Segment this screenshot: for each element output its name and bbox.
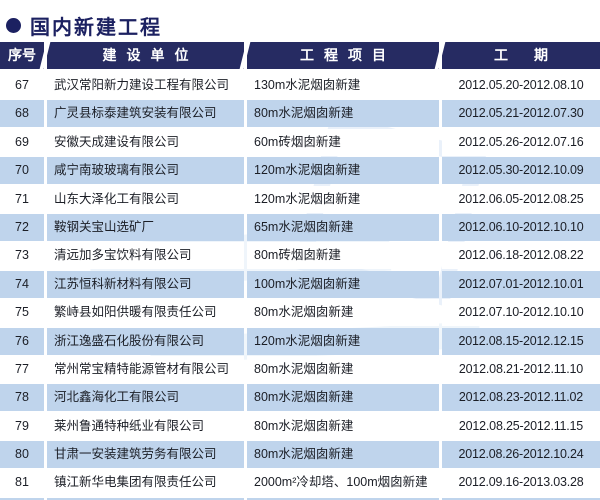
company-cell xyxy=(47,497,244,500)
company-cell: 莱州鲁通特种纸业有限公司 xyxy=(47,412,244,440)
period-cell: 2012.08.25-2012.11.15 xyxy=(442,412,600,440)
table-body: 67 武汉常阳新力建设工程有限公司 130m水泥烟囱新建 2012.05.20-… xyxy=(0,72,600,500)
period-cell: 2012.05.20-2012.08.10 xyxy=(442,72,600,100)
header-no: 序号 xyxy=(0,42,44,69)
period-cell: 2012.07.01-2012.10.01 xyxy=(442,270,600,298)
projects-table: 序号 建设单位 工程项目 工期 67 武汉常阳新力建设工程有限公司 130m水泥… xyxy=(0,42,600,500)
row-number-cell: 76 xyxy=(0,327,44,355)
company-cell: 广灵县标泰建筑安装有限公司 xyxy=(47,100,244,128)
period-cell: 2012.05.21-2012.07.30 xyxy=(442,100,600,128)
row-number-cell: 74 xyxy=(0,270,44,298)
row-number-cell: 68 xyxy=(0,100,44,128)
row-number-cell: 79 xyxy=(0,412,44,440)
company-cell: 山东大泽化工有限公司 xyxy=(47,185,244,213)
company-cell: 鞍钢关宝山选矿厂 xyxy=(47,213,244,242)
period-cell: 2012.05.26-2012.07.16 xyxy=(442,128,600,156)
company-cell: 咸宁南玻玻璃有限公司 xyxy=(47,157,244,185)
row-number-cell: 69 xyxy=(0,128,44,156)
period-cell: 2012.08.23-2012.11.02 xyxy=(442,384,600,412)
row-number-cell: 67 xyxy=(0,72,44,100)
project-cell: 120m水泥烟囱新建 xyxy=(247,185,439,213)
row-number-cell: 80 xyxy=(0,441,44,469)
period-cell: 2012.08.26-2012.10.24 xyxy=(442,441,600,469)
page-title: 国内新建工程 xyxy=(30,17,162,39)
row-number-cell: 75 xyxy=(0,299,44,327)
company-cell: 武汉常阳新力建设工程有限公司 xyxy=(47,72,244,100)
table-row: 69 安徽天成建设有限公司 60m砖烟囱新建 2012.05.26-2012.0… xyxy=(0,128,600,156)
row-number-cell xyxy=(0,497,44,500)
company-cell: 江苏恒科新材料有限公司 xyxy=(47,270,244,298)
row-number-cell: 77 xyxy=(0,355,44,383)
table-row: 80 甘肃一安装建筑劳务有限公司 80m水泥烟囱新建 2012.08.26-20… xyxy=(0,441,600,469)
period-cell: 2012.08.15-2012.12.15 xyxy=(442,327,600,355)
table-row: 72 鞍钢关宝山选矿厂 65m水泥烟囱新建 2012.06.10-2012.10… xyxy=(0,213,600,242)
period-cell: 2012.06.18-2012.08.22 xyxy=(442,242,600,270)
period-cell: 2012.06.05-2012.08.25 xyxy=(442,185,600,213)
project-cell: 65m水泥烟囱新建 xyxy=(247,213,439,242)
company-cell: 繁峙县如阳供暖有限责任公司 xyxy=(47,299,244,327)
company-cell: 镇江新华电集团有限责任公司 xyxy=(47,469,244,497)
project-cell: 120m水泥烟囱新建 xyxy=(247,327,439,355)
header-project: 工程项目 xyxy=(247,42,439,69)
company-cell: 河北鑫海化工有限公司 xyxy=(47,384,244,412)
company-cell: 安徽天成建设有限公司 xyxy=(47,128,244,156)
table-row: 71 山东大泽化工有限公司 120m水泥烟囱新建 2012.06.05-2012… xyxy=(0,185,600,213)
company-cell: 浙江逸盛石化股份有限公司 xyxy=(47,327,244,355)
period-cell: 2012.07.10-2012.10.10 xyxy=(442,299,600,327)
table-row: 73 清远加多宝饮料有限公司 80m砖烟囱新建 2012.06.18-2012.… xyxy=(0,242,600,270)
row-number-cell: 81 xyxy=(0,469,44,497)
table-row: 74 江苏恒科新材料有限公司 100m水泥烟囱新建 2012.07.01-201… xyxy=(0,270,600,298)
company-cell: 常州常宝精特能源管材有限公司 xyxy=(47,355,244,383)
table-row: 79 莱州鲁通特种纸业有限公司 80m水泥烟囱新建 2012.08.25-201… xyxy=(0,412,600,440)
project-cell: 120m水泥烟囱新建 xyxy=(247,157,439,185)
table-row: 81 镇江新华电集团有限责任公司 2000m²冷却塔、100m烟囱新建 2012… xyxy=(0,469,600,497)
project-cell: 130m水泥烟囱新建 xyxy=(247,72,439,100)
project-cell: 80m水泥烟囱新建 xyxy=(247,299,439,327)
project-cell: 2000m²冷却塔、100m烟囱新建 xyxy=(247,469,439,497)
row-number-cell: 78 xyxy=(0,384,44,412)
period-cell: 2012.05.30-2012.10.09 xyxy=(442,157,600,185)
table-row: 67 武汉常阳新力建设工程有限公司 130m水泥烟囱新建 2012.05.20-… xyxy=(0,72,600,100)
project-cell: 80m水泥烟囱新建 xyxy=(247,412,439,440)
header-period: 工期 xyxy=(442,42,600,69)
table-row: 78 河北鑫海化工有限公司 80m水泥烟囱新建 2012.08.23-2012.… xyxy=(0,384,600,412)
row-number-cell: 73 xyxy=(0,242,44,270)
company-cell: 甘肃一安装建筑劳务有限公司 xyxy=(47,441,244,469)
bullet-circle-icon xyxy=(6,18,21,33)
project-cell: 60m砖烟囱新建 xyxy=(247,128,439,156)
project-cell: 80m水泥烟囱新建 xyxy=(247,355,439,383)
period-cell: 2012.09.16-2013.03.28 xyxy=(442,469,600,497)
table-header-row: 序号 建设单位 工程项目 工期 xyxy=(0,42,600,69)
project-cell: 80m砖烟囱新建 xyxy=(247,242,439,270)
company-cell: 清远加多宝饮料有限公司 xyxy=(47,242,244,270)
project-cell: 80m水泥烟囱新建 xyxy=(247,384,439,412)
table-row: 68 广灵县标泰建筑安装有限公司 80m水泥烟囱新建 2012.05.21-20… xyxy=(0,100,600,128)
table-row: 77 常州常宝精特能源管材有限公司 80m水泥烟囱新建 2012.08.21-2… xyxy=(0,355,600,383)
period-cell: 2012.06.10-2012.10.10 xyxy=(442,213,600,242)
title-row: 国内新建工程 xyxy=(0,0,600,42)
project-cell: 80m水泥烟囱新建 xyxy=(247,100,439,128)
table-row: 75 繁峙县如阳供暖有限责任公司 80m水泥烟囱新建 2012.07.10-20… xyxy=(0,299,600,327)
row-number-cell: 71 xyxy=(0,185,44,213)
table-row xyxy=(0,497,600,500)
table-row: 76 浙江逸盛石化股份有限公司 120m水泥烟囱新建 2012.08.15-20… xyxy=(0,327,600,355)
project-cell: 100m水泥烟囱新建 xyxy=(247,270,439,298)
header-company: 建设单位 xyxy=(47,42,244,69)
project-cell: 80m水泥烟囱新建 xyxy=(247,441,439,469)
period-cell xyxy=(442,497,600,500)
row-number-cell: 70 xyxy=(0,157,44,185)
table-row: 70 咸宁南玻玻璃有限公司 120m水泥烟囱新建 2012.05.30-2012… xyxy=(0,157,600,185)
period-cell: 2012.08.21-2012.11.10 xyxy=(442,355,600,383)
row-number-cell: 72 xyxy=(0,213,44,242)
project-cell xyxy=(247,497,439,500)
